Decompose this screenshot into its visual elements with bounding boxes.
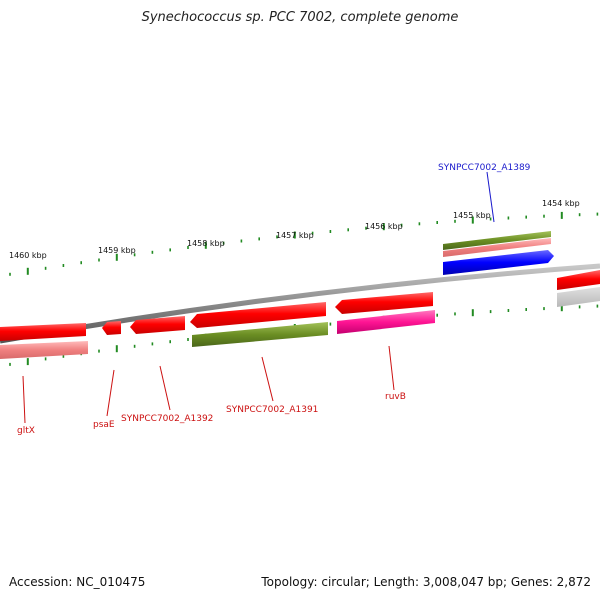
genome-summary-text: Topology: circular; Length: 3,008,047 bp… xyxy=(261,575,591,589)
gene-gltX-pink[interactable] xyxy=(0,341,88,359)
gene-a1392-cds[interactable] xyxy=(130,316,185,334)
label-psaE[interactable]: psaE xyxy=(93,420,115,430)
leader-psaE xyxy=(106,369,115,417)
gene-a1389-pink[interactable] xyxy=(443,238,551,257)
leader-gltX xyxy=(22,375,26,424)
gene-a1391-cds[interactable] xyxy=(190,302,326,328)
label-ruvB[interactable]: ruvB xyxy=(385,392,406,402)
tick-label-1459: 1459 kbp xyxy=(98,246,136,255)
gene-gltX-cds[interactable] xyxy=(0,323,86,341)
leader-a1392 xyxy=(159,365,171,411)
leader-a1389 xyxy=(486,171,495,223)
leader-a1391 xyxy=(261,356,274,402)
gene-psaE-cds[interactable] xyxy=(102,321,121,335)
gene-right-grey[interactable] xyxy=(557,287,600,307)
tick-label-1458: 1458 kbp xyxy=(187,239,225,248)
leader-ruvB xyxy=(388,345,395,391)
tick-label-1454: 1454 kbp xyxy=(542,199,580,208)
map-title: Synechococcus sp. PCC 7002, complete gen… xyxy=(141,10,459,25)
gene-a1389-olive[interactable] xyxy=(443,231,551,250)
tick-track-outer xyxy=(9,211,599,276)
label-a1392[interactable]: SYNPCC7002_A1392 xyxy=(121,414,213,424)
accession-text: Accession: NC_010475 xyxy=(9,575,146,589)
label-a1389[interactable]: SYNPCC7002_A1389 xyxy=(438,163,531,173)
tick-label-1456: 1456 kbp xyxy=(365,222,403,231)
gene-ruvB-cds[interactable] xyxy=(335,292,433,314)
tick-label-1460: 1460 kbp xyxy=(9,251,47,260)
tick-label-1457: 1457 kbp xyxy=(276,231,314,240)
label-a1391[interactable]: SYNPCC7002_A1391 xyxy=(226,405,318,415)
gene-right-red[interactable] xyxy=(557,270,600,290)
gene-a1389-cds[interactable] xyxy=(443,250,554,275)
label-gltX[interactable]: gltX xyxy=(17,426,35,436)
gene-ruvB-magenta[interactable] xyxy=(337,310,435,334)
gene-a1391-olive[interactable] xyxy=(192,322,328,347)
tick-label-1455: 1455 kbp xyxy=(453,211,491,220)
